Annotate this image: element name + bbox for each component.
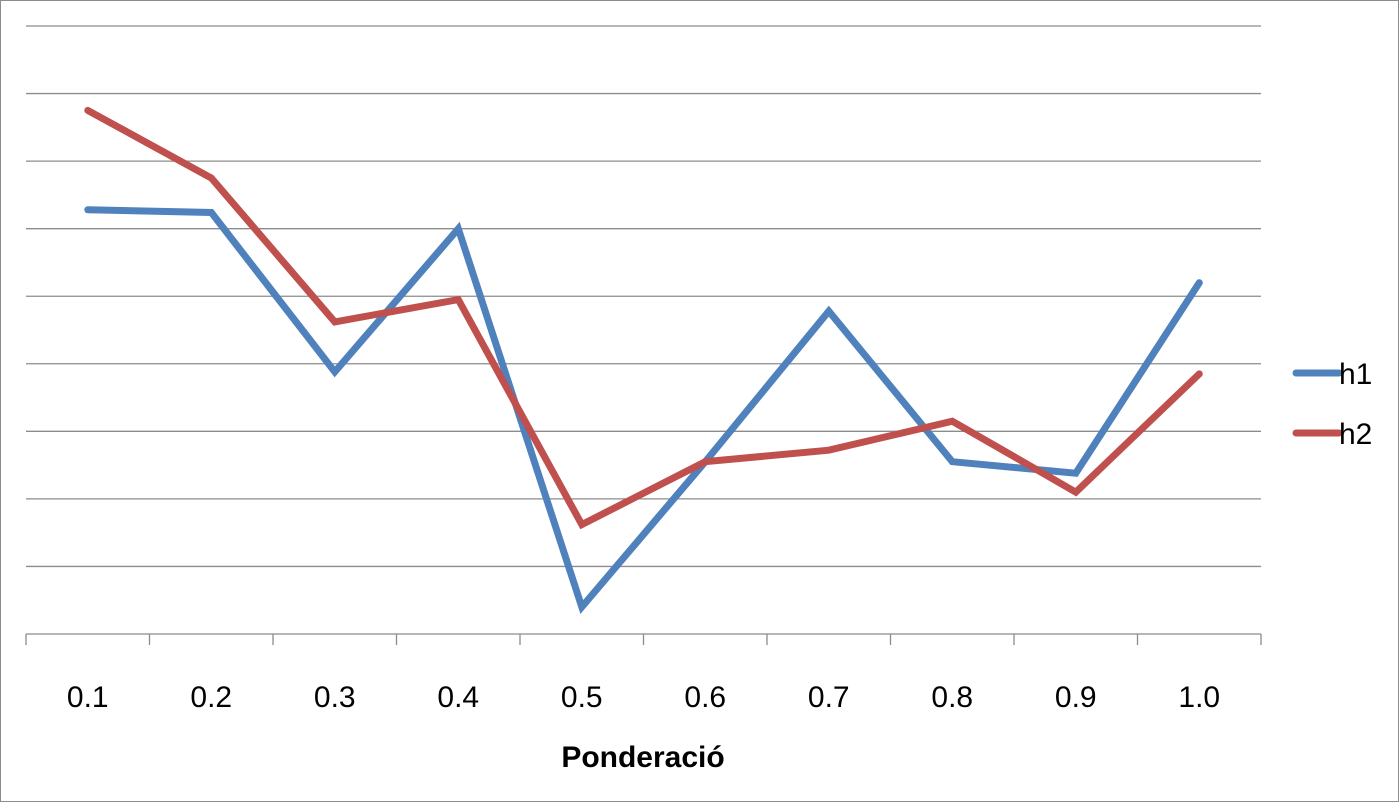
x-tick-label: 0.8 <box>931 681 973 714</box>
x-tick-label: 0.4 <box>437 681 479 714</box>
legend-label-h2: h2 <box>1339 418 1372 451</box>
x-tick-label: 0.5 <box>561 681 603 714</box>
x-tick-label: 1.0 <box>1178 681 1220 714</box>
x-tick-label: 0.9 <box>1055 681 1097 714</box>
legend: h1 h2 <box>1296 358 1372 451</box>
legend-label-h1: h1 <box>1339 358 1372 391</box>
x-tick-label: 0.7 <box>808 681 850 714</box>
x-axis <box>26 634 1261 645</box>
series-lines <box>88 110 1200 607</box>
x-axis-title: Ponderació <box>561 741 724 774</box>
x-tick-label: 0.2 <box>190 681 232 714</box>
x-tick-label: 0.3 <box>314 681 356 714</box>
gridlines <box>26 26 1261 566</box>
series-line-h2 <box>88 110 1200 524</box>
series-line-h1 <box>88 210 1200 607</box>
x-tick-label: 0.6 <box>684 681 726 714</box>
x-tick-labels: 0.1 0.2 0.3 0.4 0.5 0.6 0.7 0.8 0.9 1.0 <box>67 681 1220 714</box>
x-tick-label: 0.1 <box>67 681 109 714</box>
